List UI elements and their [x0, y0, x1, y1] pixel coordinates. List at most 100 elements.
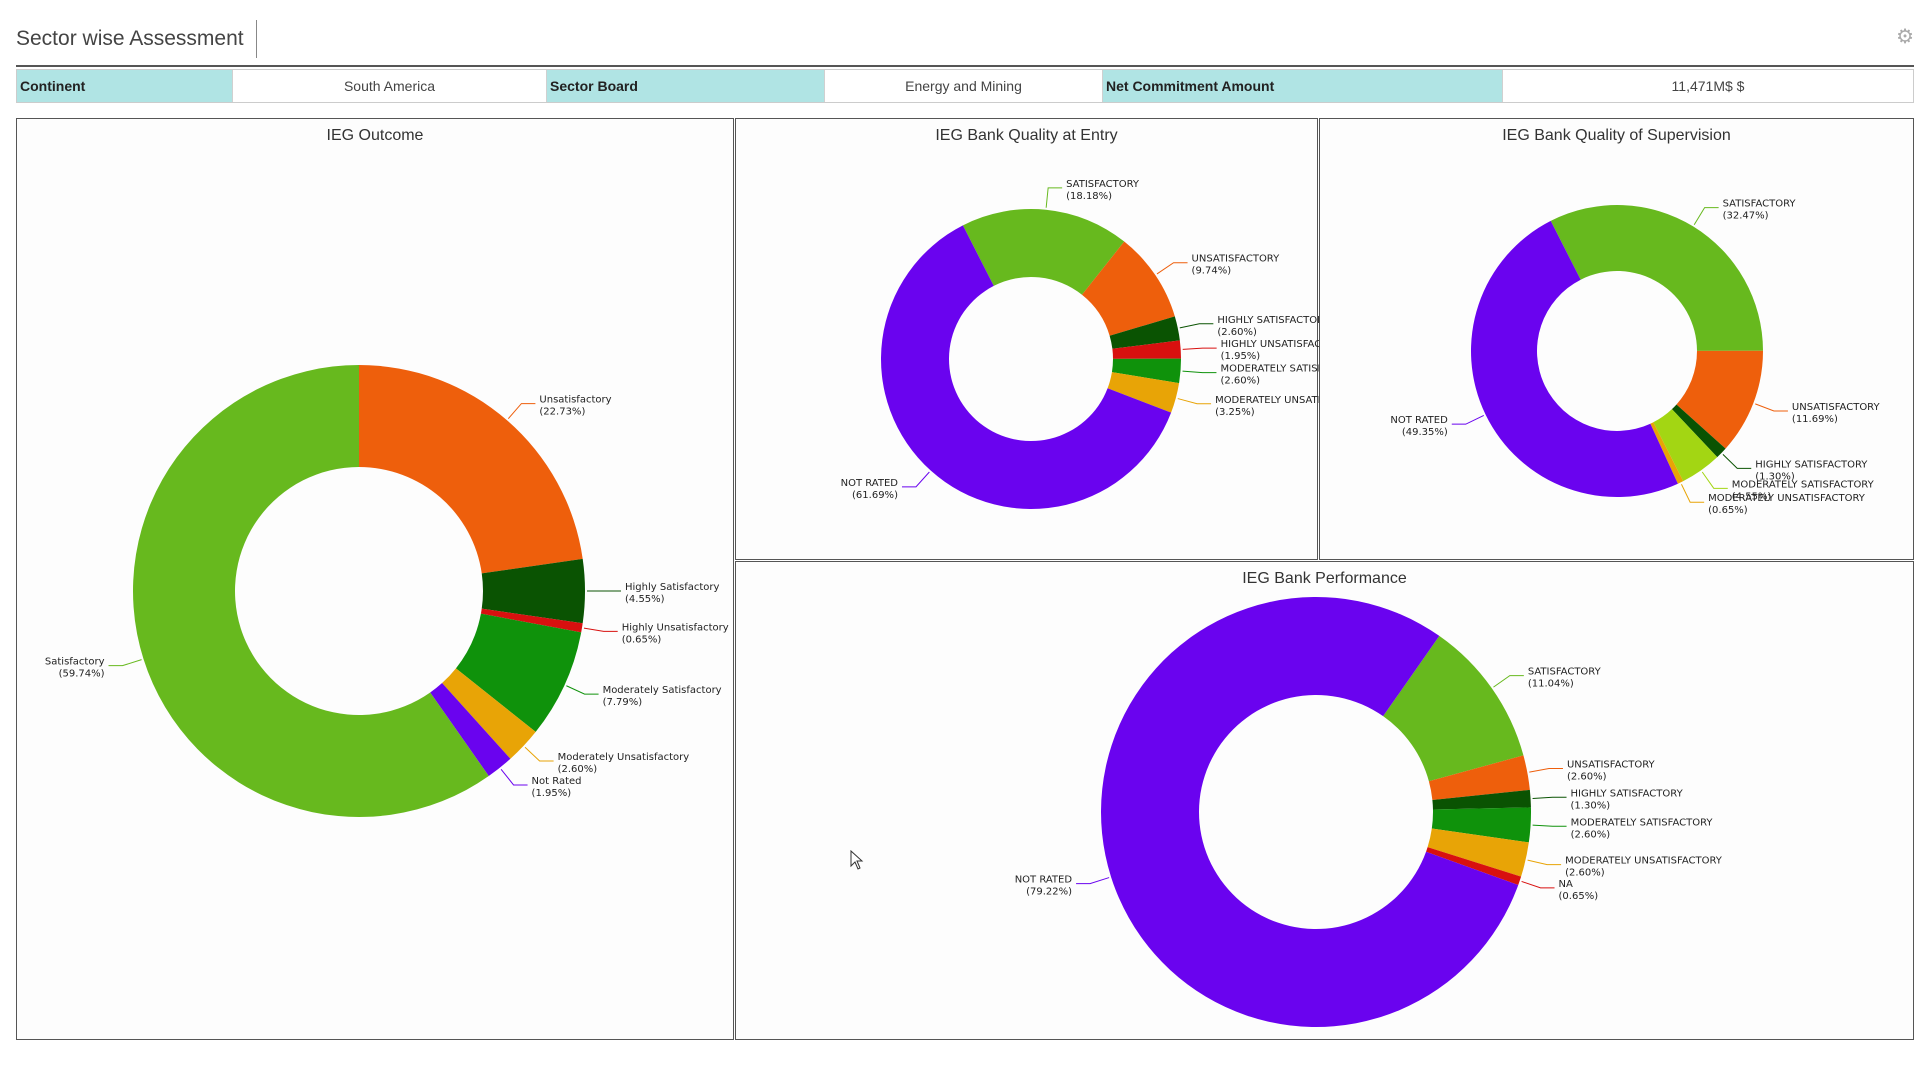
- slice-moderately-satisfactory[interactable]: [1653, 409, 1718, 482]
- slice-percent: (1.95%): [532, 788, 572, 799]
- slice-label: Unsatisfactory: [539, 395, 611, 406]
- slice-highly-satisfactory[interactable]: [1432, 789, 1531, 810]
- slice-label: NOT RATED: [841, 478, 899, 489]
- amount-value: 11,471M$ $: [1503, 70, 1913, 102]
- slice-percent: (11.69%): [1792, 414, 1838, 425]
- slice-label: UNSATISFACTORY: [1192, 254, 1281, 265]
- slice-percent: (2.60%): [1565, 868, 1605, 879]
- leader-line: [1451, 415, 1484, 425]
- settings-icon[interactable]: ⚙: [1896, 26, 1914, 48]
- chart-title: IEG Bank Quality at Entry: [935, 127, 1118, 144]
- slice-percent: (4.55%): [625, 594, 665, 605]
- slice-label: NA: [1559, 879, 1573, 890]
- ieg-outcome-panel: IEG Outcome Unsatisfactory (22.73%) Highly…: [16, 118, 734, 1040]
- leader-line: [1179, 323, 1214, 329]
- continent-value: South America: [233, 70, 547, 102]
- slice-moderately-unsatisfactory[interactable]: [442, 668, 536, 759]
- slice-moderately-unsatisfactory[interactable]: [1427, 828, 1529, 877]
- slice-label: SATISFACTORY: [1723, 199, 1797, 210]
- slice-label: Highly Satisfactory: [625, 582, 720, 593]
- slice-percent: (61.69%): [852, 490, 898, 501]
- slice-label: Moderately Satisfactory: [603, 685, 722, 696]
- slice-not-rated[interactable]: [430, 683, 511, 777]
- slice-label: UNSATISFACTORY: [1567, 759, 1656, 770]
- leader-line: [108, 659, 142, 667]
- slice-percent: (22.73%): [539, 407, 585, 418]
- slice-percent: (18.18%): [1066, 191, 1112, 202]
- slice-label: NOT RATED: [1390, 415, 1448, 426]
- leader-line: [1532, 796, 1567, 800]
- leader-line: [1493, 675, 1524, 688]
- slice-label: SATISFACTORY: [1528, 667, 1602, 678]
- slice-not-rated[interactable]: [881, 225, 1172, 510]
- bank-performance-panel: IEG Bank Performance SATISFACTORY (11.04%…: [735, 561, 1914, 1040]
- slice-moderately-satisfactory[interactable]: [1431, 807, 1531, 843]
- leader-line: [1045, 187, 1063, 208]
- leader-line: [1182, 370, 1217, 374]
- slice-satisfactory[interactable]: [962, 208, 1125, 295]
- slice-label: MODERATELY UNSATISFACTORY: [1215, 395, 1319, 406]
- slice-label: UNSATISFACTORY: [1792, 402, 1881, 413]
- slice-label: MODERATELY SATISFACTORY: [1732, 479, 1875, 490]
- bank-quality-entry-panel: IEG Bank Quality at Entry SATISFACTORY (1…: [735, 118, 1319, 560]
- slice-unsatisfactory[interactable]: [1081, 241, 1175, 336]
- continent-label: Continent: [17, 70, 233, 102]
- slice-percent: (3.25%): [1215, 407, 1255, 418]
- slice-percent: (2.60%): [1571, 829, 1611, 840]
- header-divider: [16, 65, 1914, 67]
- slice-not-rated[interactable]: [1101, 597, 1519, 1027]
- leader-line: [1156, 262, 1188, 275]
- slice-percent: (2.60%): [1567, 771, 1607, 782]
- leader-line: [1521, 880, 1555, 889]
- header: Sector wise Assessment: [16, 18, 257, 60]
- chart-title: IEG Bank Quality of Supervision: [1502, 127, 1731, 144]
- slice-label: Highly Unsatisfactory: [622, 622, 729, 633]
- leader-line: [500, 768, 528, 786]
- slice-percent: (49.35%): [1402, 427, 1448, 438]
- slice-na[interactable]: [1426, 847, 1522, 885]
- leader-line: [1532, 824, 1567, 827]
- bank-quality-supervision-panel: IEG Bank Quality of Supervision SATISFAC…: [1319, 118, 1914, 560]
- leader-line: [583, 627, 618, 632]
- slice-percent: (7.79%): [603, 697, 643, 708]
- slice-percent: (2.60%): [1220, 376, 1260, 387]
- slice-highly-satisfactory[interactable]: [1671, 404, 1726, 458]
- slice-percent: (9.74%): [1192, 266, 1232, 277]
- slice-unsatisfactory[interactable]: [359, 365, 583, 574]
- leader-line: [524, 746, 554, 762]
- slice-moderately-unsatisfactory[interactable]: [1650, 422, 1684, 484]
- slice-highly-satisfactory[interactable]: [481, 558, 585, 624]
- slice-not-rated[interactable]: [1470, 220, 1678, 498]
- sector-label: Sector Board: [547, 70, 825, 102]
- leader-line: [1182, 347, 1217, 350]
- slice-satisfactory[interactable]: [132, 365, 489, 817]
- slice-label: HIGHLY SATISFACTORY: [1571, 788, 1684, 799]
- slice-label: Moderately Unsatisfactory: [558, 752, 690, 763]
- slice-moderately-satisfactory[interactable]: [455, 613, 582, 732]
- slice-highly-satisfactory[interactable]: [1109, 316, 1180, 349]
- slice-label: HIGHLY UNSATISFACTORY: [1221, 339, 1319, 350]
- leader-line: [1693, 207, 1719, 225]
- slice-moderately-unsatisfactory[interactable]: [1107, 372, 1180, 413]
- page-title: Sector wise Assessment: [16, 20, 257, 58]
- amount-label: Net Commitment Amount: [1103, 70, 1503, 102]
- slice-moderately-satisfactory[interactable]: [1111, 358, 1181, 384]
- slice-satisfactory[interactable]: [1383, 635, 1524, 782]
- slice-unsatisfactory[interactable]: [1428, 755, 1530, 800]
- leader-line: [1755, 403, 1788, 412]
- slice-percent: (0.65%): [1559, 891, 1599, 902]
- slice-highly-unsatisfactory[interactable]: [480, 608, 583, 633]
- leader-line: [1177, 398, 1212, 405]
- slice-unsatisfactory[interactable]: [1676, 350, 1763, 449]
- slice-satisfactory[interactable]: [1550, 205, 1763, 351]
- leader-line: [1529, 767, 1563, 773]
- leader-line: [566, 685, 599, 695]
- slice-highly-unsatisfactory[interactable]: [1112, 340, 1181, 359]
- slice-percent: (1.95%): [1221, 351, 1261, 362]
- slice-label: MODERATELY SATISFACTORY: [1220, 364, 1319, 375]
- slice-label: MODERATELY UNSATISFACTORY: [1708, 493, 1866, 504]
- bank-quality-supervision-chart: SATISFACTORY(32.47%) UNSATISFACTORY(11.69…: [1390, 199, 1881, 517]
- leader-line: [1076, 877, 1110, 885]
- slice-label: Satisfactory: [45, 657, 105, 668]
- slice-percent: (1.30%): [1571, 800, 1611, 811]
